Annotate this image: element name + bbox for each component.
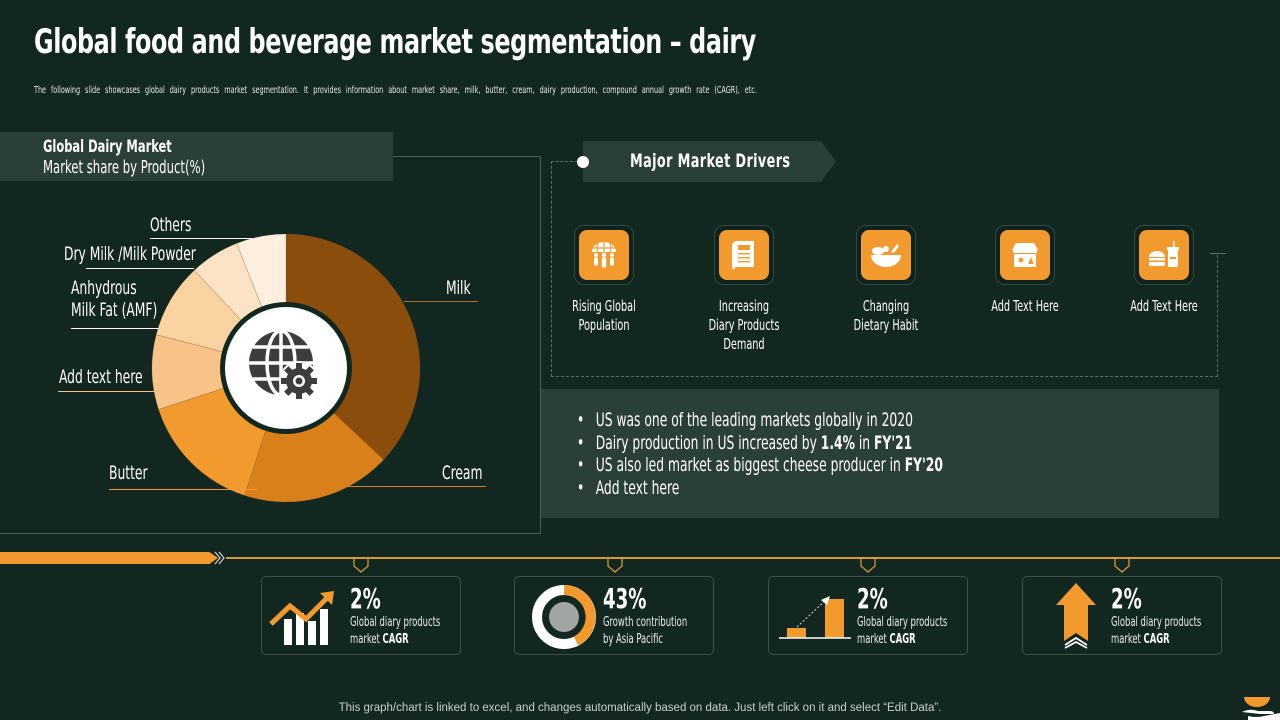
chart-subtitle: Market share by Product(%) [43,157,206,178]
population-globe-icon [579,230,629,280]
leader-line-add-text [58,391,154,392]
label-add-text: Add text here [59,366,143,388]
pie-slice-milk[interactable] [285,233,421,461]
stat-value: 43% [603,582,647,615]
burger-drink-icon [1139,230,1189,280]
donut-progress-icon [532,585,596,649]
fact-text: Dairy production in US increased by [595,431,821,454]
driver-label: Increasing Diary Products Demand [708,297,780,353]
driver-label: Rising Global Population [572,297,636,334]
driver-label: Add Text Here [1130,297,1198,315]
left-panel-header: Global Dairy Market Market share by Prod… [0,132,393,181]
page-title: Global food and beverage market segmenta… [34,22,756,62]
driver-label: Add Text Here [991,297,1059,315]
label-amf-line1: Anhydrous [71,277,137,299]
label-milk: Milk [446,277,471,299]
stat-card-cagr-3[interactable]: 2% Global diary products market CAGR [1022,576,1222,655]
driver-item-population[interactable]: Rising Global Population [544,225,664,335]
label-dry-milk: Dry Milk /Milk Powder [64,243,196,265]
stat-description: Global diary products market CAGR [857,615,948,647]
driver-icon-frame [995,225,1055,285]
stat-description: Global diary products market CAGR [350,615,441,647]
hand-bowl-icon [1242,697,1280,720]
driver-icon-frame [574,225,634,285]
driver-item-dietary-habit[interactable]: Changing Dietary Habit [826,225,946,335]
leader-line-milk [404,301,478,302]
drivers-dot [577,156,589,168]
fact-highlight: FY'21 [874,431,913,454]
fact-text: Add text here [595,476,680,499]
stat-card-cagr-2[interactable]: 2% Global diary products market CAGR [768,576,968,655]
timeline-marker-icon [607,559,623,573]
chevron-right-icon [214,551,225,565]
timeline-marker-icon [353,559,369,573]
timeline-marker-icon [1114,559,1130,573]
drivers-header: Major Market Drivers [583,141,836,182]
fact-item: US was one of the leading markets global… [577,409,943,432]
label-others: Others [150,214,192,236]
stat-value: 2% [857,582,888,615]
stat-description: Growth contribution by Asia Pacific [603,615,688,647]
up-arrow-icon [1056,583,1096,649]
driver-label: Changing Dietary Habit [853,297,919,334]
drivers-title: Major Market Drivers [630,150,791,172]
label-amf-line2: Milk Fat (AMF) [71,299,158,321]
fact-item: Dairy production in US increased by 1.4%… [577,432,943,455]
fact-text: in [854,431,874,454]
globe-gear-icon [225,307,347,429]
fact-text: US also led market as biggest cheese pro… [595,454,905,476]
driver-item-5[interactable]: Add Text Here [1104,225,1224,316]
driver-item-4[interactable]: Add Text Here [965,225,1085,316]
fact-item: Add text here [577,477,943,500]
chart-title: Global Dairy Market [43,137,172,157]
growth-chart-icon [269,591,334,645]
leader-line-butter [109,489,257,490]
stat-card-cagr-1[interactable]: 2% Global diary products market CAGR [261,576,461,655]
key-facts-list: US was one of the leading markets global… [577,409,1085,499]
label-butter: Butter [109,462,148,484]
stat-value: 2% [1111,582,1142,615]
leader-line-others [150,238,252,239]
page-subtitle: The following slide showcases global dai… [34,85,757,96]
store-icon [1000,230,1050,280]
label-cream: Cream [442,462,483,484]
stat-value: 2% [350,582,381,615]
drivers-frame-gap [1210,160,1222,253]
stat-card-asia-pacific[interactable]: 43% Growth contribution by Asia Pacific [514,576,714,655]
driver-icon-frame [856,225,916,285]
drivers-frame-top [551,161,587,162]
fact-item: US also led market as biggest cheese pro… [577,454,943,477]
footer-note: This graph/chart is linked to excel, and… [338,702,942,714]
book-icon [719,230,769,280]
leader-line-cream [348,486,486,487]
key-facts-box: US was one of the leading markets global… [541,389,1219,518]
dairy-donut-chart[interactable] [150,232,422,504]
stat-description: Global diary products market CAGR [1111,615,1202,647]
bar-growth-icon [779,596,851,639]
leader-line-amf [71,328,159,329]
drivers-frame [551,161,1218,377]
fact-highlight: FY'20 [904,454,943,476]
driver-item-dairy-demand[interactable]: Increasing Diary Products Demand [684,225,804,354]
leader-line-dry-milk [86,268,194,269]
timeline-line [226,557,1280,559]
driver-icon-frame [714,225,774,285]
fact-highlight: 1.4% [820,431,855,454]
timeline-marker-icon [860,559,876,573]
progress-bar [0,552,218,564]
drivers-frame-tick [1210,253,1226,254]
pie-slice-add-text-here[interactable] [151,334,288,410]
driver-icon-frame [1134,225,1194,285]
fact-text: US was one of the leading markets global… [595,409,913,431]
food-bowl-icon [861,230,911,280]
